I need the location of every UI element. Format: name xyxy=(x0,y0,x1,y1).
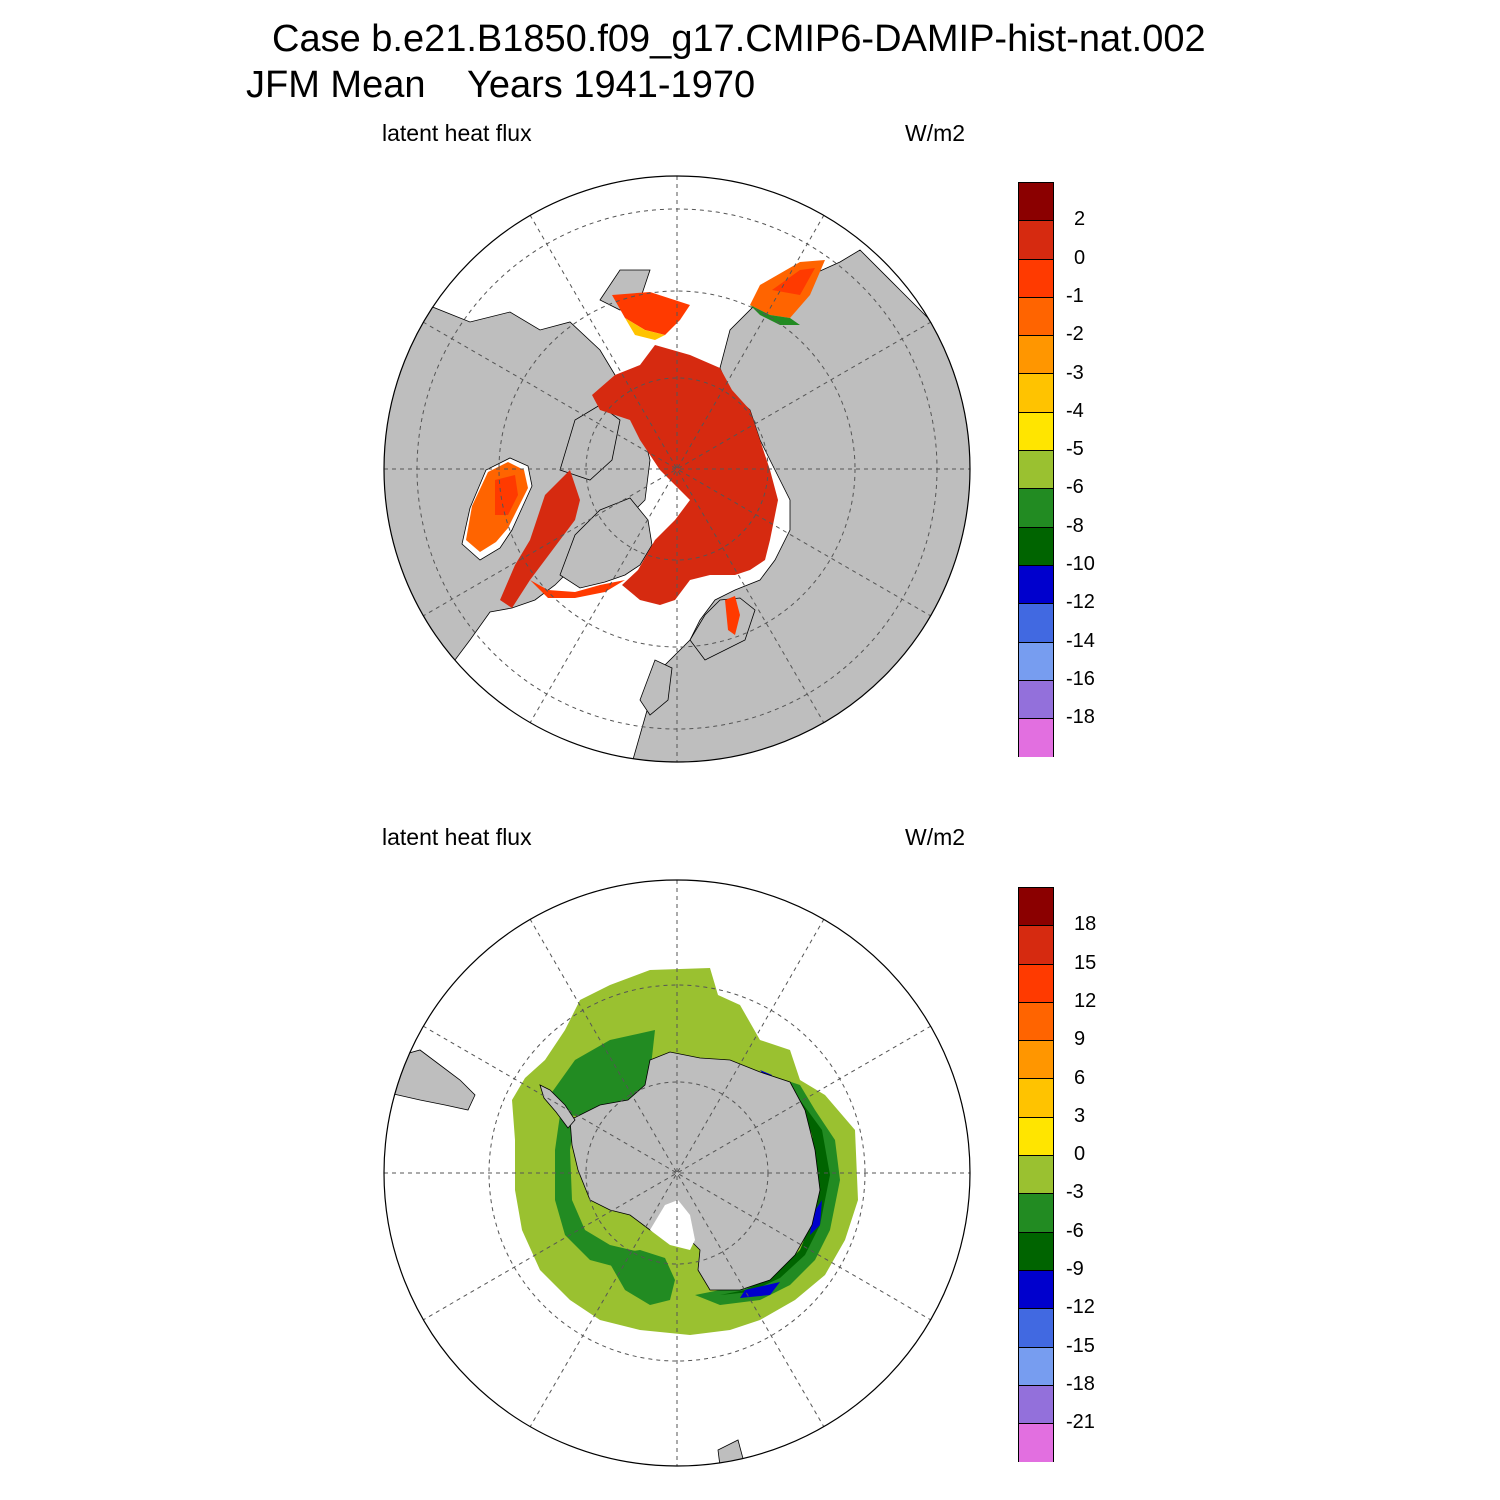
colorbar-swatch xyxy=(1019,1194,1053,1233)
colorbar-tick-label: -2 xyxy=(1066,323,1084,346)
colorbar-swatch xyxy=(1019,1156,1053,1195)
baltic-sea-flux xyxy=(725,596,740,635)
colorbar-swatch xyxy=(1019,259,1053,298)
colorbar-swatch xyxy=(1019,489,1053,528)
labrador-sea-flux xyxy=(530,580,625,598)
bering-sea-flux xyxy=(612,292,690,335)
colorbar-swatch xyxy=(1019,336,1053,375)
coastal-ring-flux xyxy=(555,1115,640,1268)
colorbar-tick-label: 0 xyxy=(1074,246,1086,269)
colorbar-swatch xyxy=(1019,1002,1053,1042)
coastal-blue-flux-2 xyxy=(810,1200,822,1235)
colorbar-tick-label: -5 xyxy=(1066,438,1084,461)
colorbar-tick-label: 9 xyxy=(1074,1028,1086,1051)
colorbar-tick-label: 18 xyxy=(1074,913,1097,936)
north-graticule xyxy=(384,176,970,762)
colorbar-tick-label: -18 xyxy=(1066,706,1095,729)
plot-title-period: JFM Mean Years 1941-1970 xyxy=(246,64,755,107)
colorbar-swatch xyxy=(1019,527,1053,566)
baffin-bay-flux xyxy=(500,470,580,608)
north-colorbar xyxy=(1018,182,1054,758)
colorbar-tick-label: 3 xyxy=(1074,1104,1086,1127)
colorbar-tick-label: -6 xyxy=(1066,1219,1084,1242)
colorbar-tick-label: -6 xyxy=(1066,476,1084,499)
colorbar-swatch xyxy=(1019,451,1053,490)
arctic-ocean-flux xyxy=(592,345,778,605)
antarctic-peninsula-land xyxy=(539,1084,576,1129)
colorbar-tick-label: 12 xyxy=(1074,989,1097,1012)
north-flux-field xyxy=(466,260,825,635)
north-map-boundary xyxy=(383,175,971,763)
colorbar-swatch xyxy=(1019,926,1053,965)
colorbar-swatch xyxy=(1019,183,1053,222)
colorbar-swatch xyxy=(1019,1041,1053,1080)
colorbar-swatch xyxy=(1019,719,1053,758)
plot-title-case: Case b.e21.B1850.f09_g17.CMIP6-DAMIP-his… xyxy=(272,18,1206,60)
years-label: Years 1941-1970 xyxy=(467,64,756,106)
colorbar-swatch xyxy=(1019,1117,1053,1157)
north-polar-map xyxy=(384,176,970,762)
colorbar-swatch xyxy=(1019,1424,1053,1463)
colorbar-tick-label: 2 xyxy=(1074,208,1086,231)
north-panel-units-label: W/m2 xyxy=(905,120,966,146)
colorbar-tick-label: -21 xyxy=(1066,1411,1095,1434)
colorbar-tick-label: -3 xyxy=(1066,361,1084,384)
colorbar-swatch xyxy=(1019,374,1053,413)
colorbar-swatch xyxy=(1019,888,1053,927)
colorbar-tick-label: -4 xyxy=(1066,399,1084,422)
colorbar-tick-label: -14 xyxy=(1066,629,1095,652)
colorbar-swatch xyxy=(1019,680,1053,720)
colorbar-swatch xyxy=(1019,565,1053,605)
colorbar-swatch xyxy=(1019,221,1053,260)
antarctica-land xyxy=(569,1051,821,1291)
colorbar-swatch xyxy=(1019,1309,1053,1348)
colorbar-swatch xyxy=(1019,1347,1053,1386)
colorbar-tick-label: -15 xyxy=(1066,1334,1095,1357)
hudson-bay-core xyxy=(495,475,518,515)
south-america-land xyxy=(384,1049,476,1111)
south-colorbar xyxy=(1018,887,1054,1463)
colorbar-tick-label: -3 xyxy=(1066,1181,1084,1204)
season-label: JFM Mean xyxy=(246,64,426,106)
colorbar-swatch xyxy=(1019,1385,1053,1425)
eurasia-land xyxy=(629,249,970,762)
colorbar-tick-label: 6 xyxy=(1074,1066,1086,1089)
colorbar-tick-label: -8 xyxy=(1066,514,1084,537)
south-panel-units-label: W/m2 xyxy=(905,824,966,850)
colorbar-tick-label: -9 xyxy=(1066,1258,1084,1280)
colorbar-swatch xyxy=(1019,412,1053,452)
okhotsk-sea-edge xyxy=(750,305,800,325)
colorbar-swatch xyxy=(1019,964,1053,1003)
bering-sea-edge xyxy=(625,318,665,340)
south-polar-map xyxy=(384,880,970,1466)
south-panel-variable-label: latent heat flux xyxy=(382,824,532,850)
coastal-dark-flux xyxy=(720,1100,830,1295)
colorbar-swatch xyxy=(1019,1079,1053,1118)
colorbar-tick-label: -10 xyxy=(1066,553,1095,575)
okhotsk-sea-core xyxy=(772,268,815,295)
uk-land xyxy=(639,659,673,716)
colorbar-tick-label: -18 xyxy=(1066,1372,1095,1395)
colorbar-swatch xyxy=(1019,1232,1053,1271)
south-map-boundary xyxy=(383,879,971,1467)
south-graticule xyxy=(384,880,970,1466)
colorbar-tick-label: -16 xyxy=(1066,667,1095,690)
colorbar-swatch xyxy=(1019,1270,1053,1310)
colorbar-tick-label: -1 xyxy=(1066,284,1084,307)
colorbar-tick-label: -12 xyxy=(1066,591,1095,614)
colorbar-tick-label: 0 xyxy=(1074,1143,1086,1166)
colorbar-swatch xyxy=(1019,604,1053,643)
ross-ice-shelf xyxy=(650,1200,695,1250)
colorbar-tick-label: -12 xyxy=(1066,1296,1095,1319)
coastal-blue-flux-3 xyxy=(740,1282,780,1298)
north-panel-variable-label: latent heat flux xyxy=(382,120,532,146)
weddell-sea-flux xyxy=(550,1030,655,1120)
colorbar-tick-label: 15 xyxy=(1074,951,1097,974)
colorbar-swatch xyxy=(1019,297,1053,337)
colorbar-swatch xyxy=(1019,642,1053,681)
